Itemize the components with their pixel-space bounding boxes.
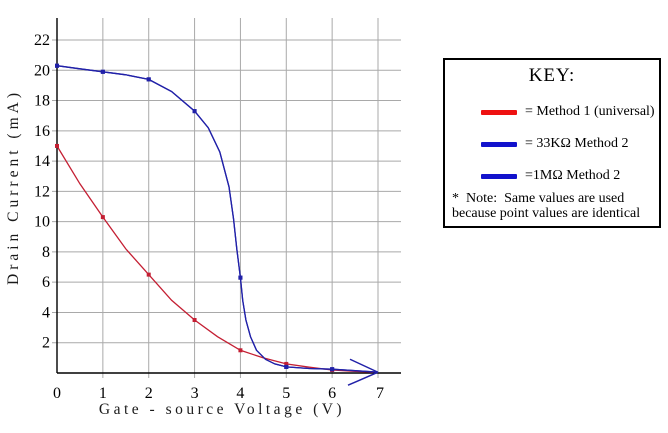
- legend-item-1m-method2: =1MΩ Method 2: [481, 168, 621, 183]
- y-tick-labels: 2 4 6 8 10 12 14 16 18 20 22: [34, 32, 50, 352]
- x-axis-title: Gate - source Voltage (V): [98, 401, 346, 418]
- legend-item-label: =1MΩ Method 2: [525, 168, 621, 183]
- data-point-marker: [330, 367, 335, 372]
- svg-text:6: 6: [42, 274, 50, 291]
- data-point-marker: [100, 215, 105, 220]
- svg-text:0: 0: [53, 385, 61, 402]
- data-point-marker: [192, 318, 197, 323]
- blue-line-swatch: [481, 173, 517, 179]
- x-tick-labels: 0 1 2 3 4 5 6 7: [53, 385, 384, 402]
- legend-key-box: KEY: = Method 1 (universal) = 33KΩ Metho…: [443, 58, 661, 228]
- axes: [56, 18, 401, 374]
- data-point-marker: [238, 275, 243, 280]
- svg-text:16: 16: [34, 123, 50, 140]
- svg-text:4: 4: [236, 385, 244, 402]
- svg-text:2: 2: [145, 385, 153, 402]
- series-2-line: [55, 63, 379, 386]
- data-point-marker: [238, 348, 243, 353]
- legend-item-33k-method2: = 33KΩ Method 2: [481, 136, 629, 151]
- y-axis-title: Drain Current (mA): [5, 89, 22, 285]
- svg-text:18: 18: [34, 93, 50, 110]
- legend-item-label: = Method 1 (universal): [525, 104, 655, 119]
- legend-note-line2: because point values are identical: [452, 206, 641, 221]
- data-point-marker: [55, 143, 59, 148]
- legend-title: KEY:: [528, 65, 576, 86]
- series-path: [56, 65, 379, 373]
- svg-text:22: 22: [34, 32, 50, 49]
- data-point-marker: [284, 364, 289, 369]
- data-point-marker: [55, 63, 59, 68]
- svg-text:7: 7: [376, 385, 384, 402]
- svg-text:5: 5: [282, 385, 290, 402]
- svg-text:20: 20: [34, 62, 50, 79]
- x-axis-arrow-icon: [347, 358, 379, 386]
- blue-line-swatch: [481, 141, 517, 147]
- svg-text:3: 3: [191, 385, 199, 402]
- svg-text:6: 6: [328, 385, 336, 402]
- svg-text:14: 14: [34, 153, 50, 170]
- red-line-swatch: [481, 109, 517, 115]
- legend-item-method1: = Method 1 (universal): [481, 104, 655, 119]
- data-point-marker: [146, 77, 151, 82]
- svg-text:1: 1: [99, 385, 107, 402]
- legend-note: * Note: Same values are used because poi…: [452, 191, 640, 221]
- svg-text:4: 4: [42, 304, 50, 321]
- svg-text:2: 2: [42, 335, 50, 352]
- svg-text:10: 10: [34, 214, 50, 231]
- gridlines: [52, 18, 401, 378]
- series-path: [56, 65, 379, 373]
- data-point-marker: [100, 69, 105, 74]
- series-3-line: [55, 63, 379, 373]
- svg-text:8: 8: [42, 244, 50, 261]
- data-point-marker: [284, 361, 289, 366]
- series-path: [56, 145, 374, 373]
- data-point-marker: [146, 272, 151, 277]
- legend-item-label: = 33KΩ Method 2: [525, 136, 629, 151]
- data-point-marker: [192, 109, 197, 114]
- svg-text:12: 12: [34, 183, 50, 200]
- legend-note-line1: * Note: Same values are used: [452, 191, 625, 206]
